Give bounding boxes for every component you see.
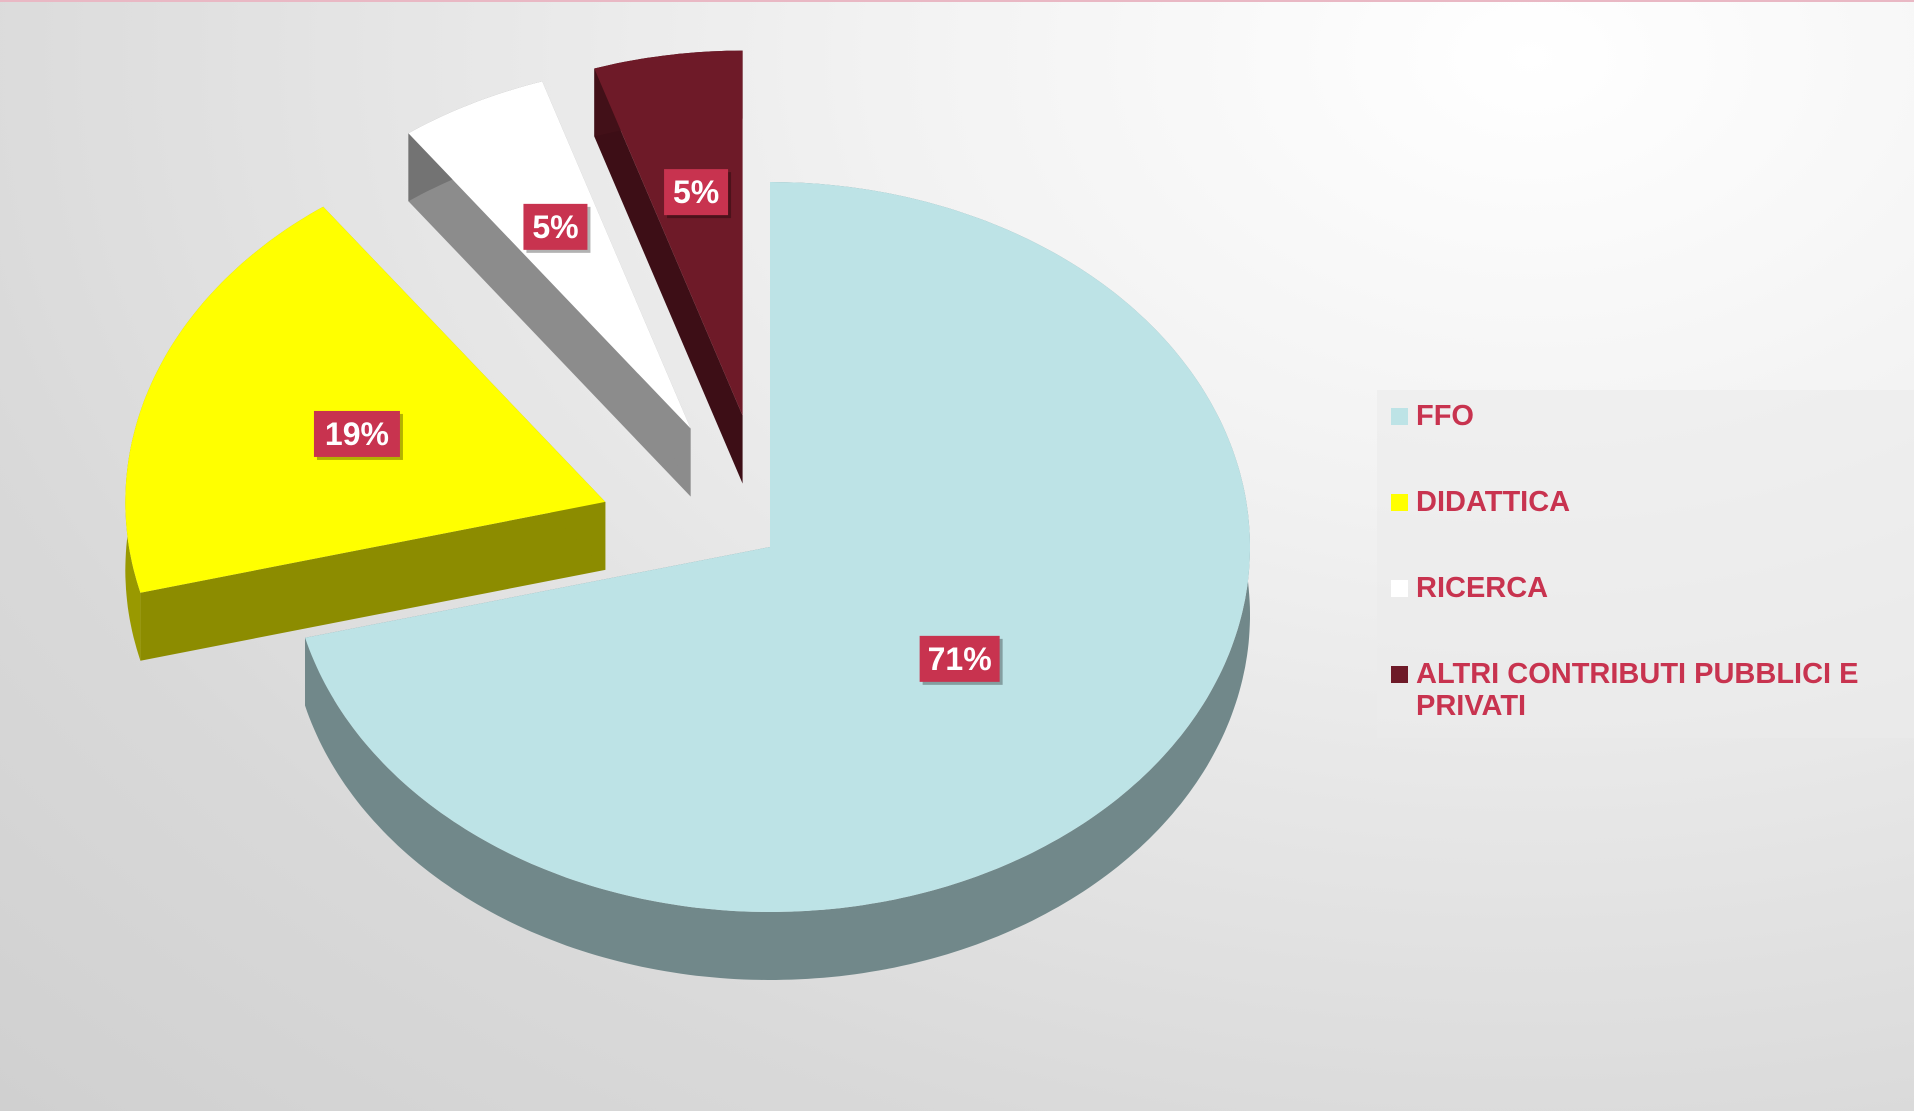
data-label-group: 5% — [664, 169, 732, 219]
legend-label: RICERCA — [1416, 572, 1549, 604]
pie-slice — [305, 182, 1251, 912]
legend-swatch — [1391, 408, 1408, 425]
slice-wall — [140, 501, 606, 661]
legend-swatch — [1391, 494, 1408, 511]
data-label-box — [664, 169, 729, 216]
slice-group — [125, 206, 606, 661]
data-label: 5% — [532, 209, 578, 245]
slice-wall — [408, 133, 691, 497]
slice-group — [594, 50, 743, 484]
data-label-box — [313, 410, 400, 457]
data-label: 19% — [325, 416, 389, 452]
data-label-group: 19% — [313, 410, 403, 460]
legend-swatch — [1391, 580, 1408, 597]
legend-label: DIDATTICA — [1416, 486, 1571, 518]
legend-item: RICERCA — [1391, 572, 1914, 604]
data-label-box — [523, 203, 588, 250]
data-label: 5% — [673, 174, 719, 210]
legend-item: ALTRI CONTRIBUTI PUBBLICI E PRIVATI — [1391, 658, 1914, 722]
slice-wall — [594, 68, 743, 484]
data-label: 71% — [928, 641, 992, 677]
legend: FFO DIDATTICA RICERCA ALTRI CONTRIBUTI PUBB… — [1377, 390, 1914, 738]
pie-slice — [408, 81, 691, 429]
pie-slice — [594, 50, 743, 416]
data-label-group: 71% — [919, 635, 1003, 685]
legend-item: FFO — [1391, 400, 1914, 432]
pie-slice — [125, 206, 606, 593]
data-label-group: 5% — [523, 203, 591, 253]
data-label-box — [919, 635, 1000, 682]
legend-item: DIDATTICA — [1391, 486, 1914, 518]
legend-label: FFO — [1416, 400, 1474, 432]
slice-group — [408, 81, 691, 497]
slice-group — [305, 182, 1251, 980]
legend-swatch — [1391, 666, 1408, 683]
legend-label: ALTRI CONTRIBUTI PUBBLICI E PRIVATI — [1416, 658, 1859, 722]
